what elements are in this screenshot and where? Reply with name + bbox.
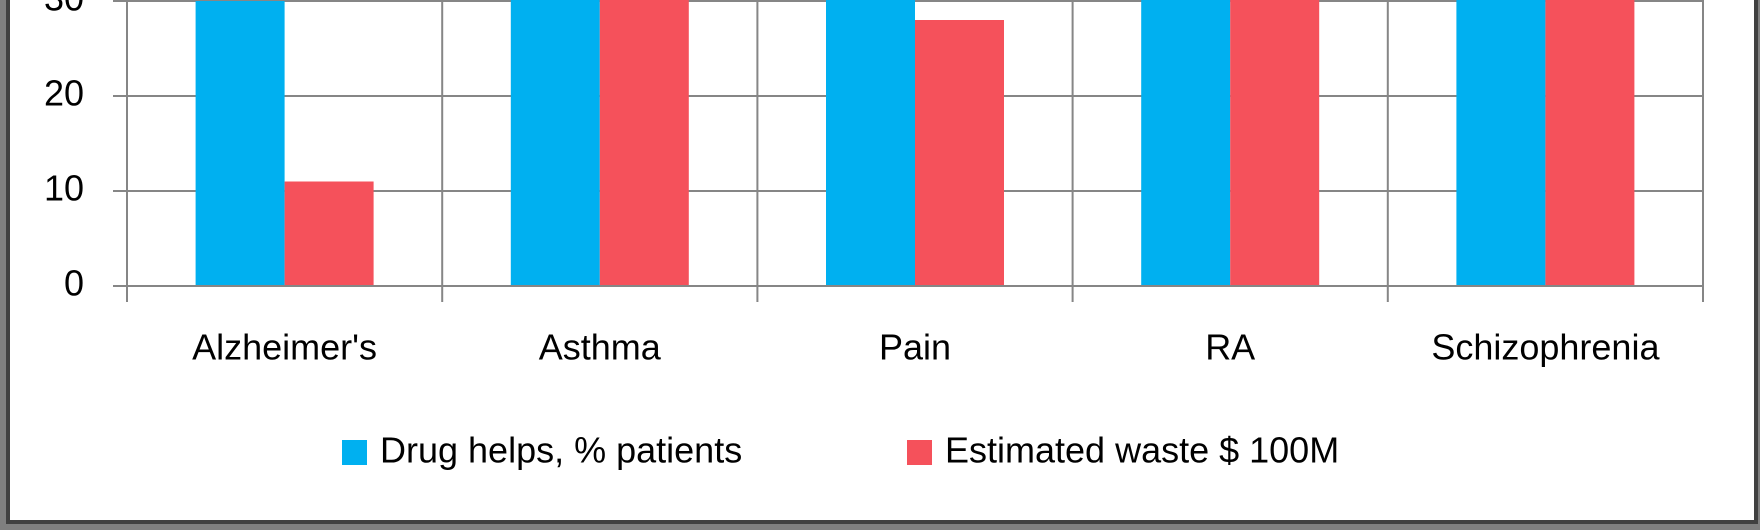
y-tick-label: 10: [44, 168, 84, 209]
legend-swatch: [342, 440, 367, 465]
bar: [1141, 0, 1231, 286]
x-tick-label: RA: [1205, 327, 1255, 368]
bar: [1456, 0, 1546, 286]
x-tick-label: Pain: [879, 327, 951, 368]
y-tick-label: 30: [44, 0, 84, 19]
bar: [195, 1, 285, 286]
legend-label: Drug helps, % patients: [380, 430, 742, 471]
legend-label: Estimated waste $ 100M: [945, 430, 1339, 471]
bar: [510, 0, 600, 286]
x-tick-label: Alzheimer's: [192, 327, 377, 368]
bar: [915, 20, 1004, 286]
plot: 0 10 20 30 Alzheimer's Asthma Pain RA Schizophre…: [44, 0, 1704, 471]
legend-swatch: [907, 440, 932, 465]
x-tick-label: Asthma: [539, 327, 662, 368]
y-tick-label: 20: [44, 73, 84, 114]
bar: [826, 0, 915, 286]
bar: [1545, 0, 1635, 286]
bar: [284, 181, 374, 286]
bar: [1230, 0, 1320, 286]
x-tick-label: Schizophrenia: [1431, 327, 1660, 368]
y-tick-label: 0: [64, 263, 84, 304]
bar: [599, 0, 689, 286]
